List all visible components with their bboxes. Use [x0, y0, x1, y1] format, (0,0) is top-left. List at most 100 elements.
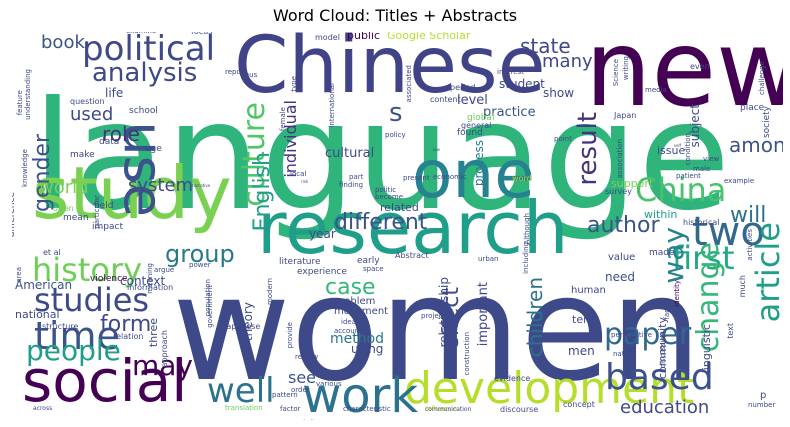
- word-different: different: [334, 210, 428, 235]
- word-value: value: [608, 252, 636, 263]
- word-cloud: language women new Chinese study research one s…: [12, 32, 783, 420]
- word-abstract: Abstract: [395, 251, 429, 260]
- word-politic: politic: [375, 186, 397, 194]
- word-project: project: [421, 312, 446, 320]
- word-media: media: [645, 86, 667, 94]
- word-identity: identity: [673, 280, 681, 307]
- word-japan: Japan: [614, 111, 637, 120]
- word-law: law: [433, 147, 440, 152]
- word-early: early: [357, 256, 380, 266]
- word-government: government: [206, 285, 214, 328]
- word-china: China: [635, 171, 727, 209]
- word-men: men: [568, 344, 595, 358]
- word-difference: difference: [12, 192, 17, 238]
- word-human: human: [571, 285, 606, 296]
- word-content: content: [430, 95, 461, 104]
- word-japanese: Japanese: [224, 322, 261, 331]
- word-children: children: [523, 277, 547, 358]
- word-condition: condition: [684, 133, 692, 166]
- word-meaning: meaning: [146, 263, 154, 294]
- word-understanding: understanding: [24, 69, 32, 120]
- word-work: work: [302, 368, 419, 420]
- word-period: period: [450, 83, 476, 92]
- word-movement: movement: [334, 306, 389, 317]
- word-including: including: [522, 242, 530, 274]
- word-life: life: [105, 86, 124, 100]
- word-s: s: [389, 98, 403, 128]
- word-feature: feature: [16, 90, 24, 116]
- word-context: context: [120, 274, 166, 288]
- word-structure: structure: [42, 322, 79, 331]
- word-state: state: [520, 34, 571, 58]
- word-provide: provide: [286, 322, 294, 349]
- word-case: case: [325, 275, 376, 300]
- word-world: world: [39, 177, 89, 198]
- word-text: text: [726, 323, 735, 339]
- word-american: American: [15, 278, 73, 292]
- word-people: people: [26, 334, 121, 367]
- word-type: type: [290, 76, 298, 92]
- word-self: self: [674, 143, 682, 148]
- word-level: level: [457, 93, 488, 108]
- word-result: result: [573, 112, 603, 186]
- word-particular: particular: [93, 195, 101, 229]
- word-influence: influence: [425, 405, 458, 413]
- word-pattern: pattern: [272, 391, 298, 399]
- word-survey: survey: [605, 187, 632, 196]
- word-author: author: [587, 213, 660, 238]
- word-place: place: [740, 103, 765, 113]
- word-school: school: [129, 106, 158, 116]
- word-female: female: [279, 107, 287, 132]
- word-communication: communication: [425, 406, 472, 413]
- word-association: association: [616, 139, 624, 179]
- chart-title: Word Cloud: Titles + Abstracts: [272, 6, 518, 25]
- word-may: may: [132, 349, 194, 382]
- word-time: time: [34, 314, 120, 358]
- word-report: report: [225, 68, 247, 76]
- word-policy: policy: [385, 131, 406, 139]
- word-form: form: [100, 312, 152, 337]
- word-social: social: [22, 347, 188, 415]
- word-translation: translation: [225, 404, 263, 412]
- word-idea: idea: [341, 318, 356, 326]
- word-first: first: [672, 239, 735, 277]
- word-made: made: [649, 248, 675, 258]
- word-education: education: [620, 397, 710, 418]
- word-found: found: [457, 128, 483, 138]
- word-challenge: challenge: [758, 61, 766, 95]
- word-among: among: [729, 133, 783, 157]
- word-development: development: [404, 363, 695, 414]
- word-field: field: [94, 201, 114, 211]
- word-used: used: [70, 104, 114, 125]
- word-international: international: [328, 83, 336, 128]
- word-space: space: [363, 265, 384, 273]
- word-become: become: [375, 193, 404, 201]
- word-activities: activities: [746, 229, 754, 261]
- word-support: support: [611, 177, 654, 190]
- word-urban: urban: [478, 255, 499, 263]
- word-often: often: [53, 204, 74, 213]
- word-violence: violence: [90, 274, 128, 284]
- word-studies: studies: [34, 281, 150, 319]
- word-need: need: [605, 270, 635, 284]
- word-three: three: [147, 318, 160, 348]
- word-impact: impact: [92, 222, 123, 232]
- word-knowledge: knowledge: [21, 149, 29, 187]
- word-student: student: [499, 77, 545, 91]
- word-research: research: [257, 186, 569, 270]
- word-study: study: [32, 151, 232, 235]
- word-national: national: [15, 308, 60, 321]
- word-method: method: [330, 331, 385, 347]
- word-review: review: [295, 353, 319, 361]
- word-argue: argue: [154, 266, 175, 274]
- word-mean: mean: [63, 213, 89, 223]
- word-risk: risk: [301, 179, 309, 184]
- word-analysis: analysis: [92, 58, 198, 88]
- word-account: account: [334, 327, 362, 335]
- word-across: across: [33, 405, 53, 412]
- word-focus: focus: [191, 32, 212, 36]
- word-chinese: Chinese: [234, 32, 546, 111]
- word-perspective: perspective: [611, 331, 653, 339]
- word-book: book: [41, 32, 85, 53]
- word-present: present: [403, 174, 430, 182]
